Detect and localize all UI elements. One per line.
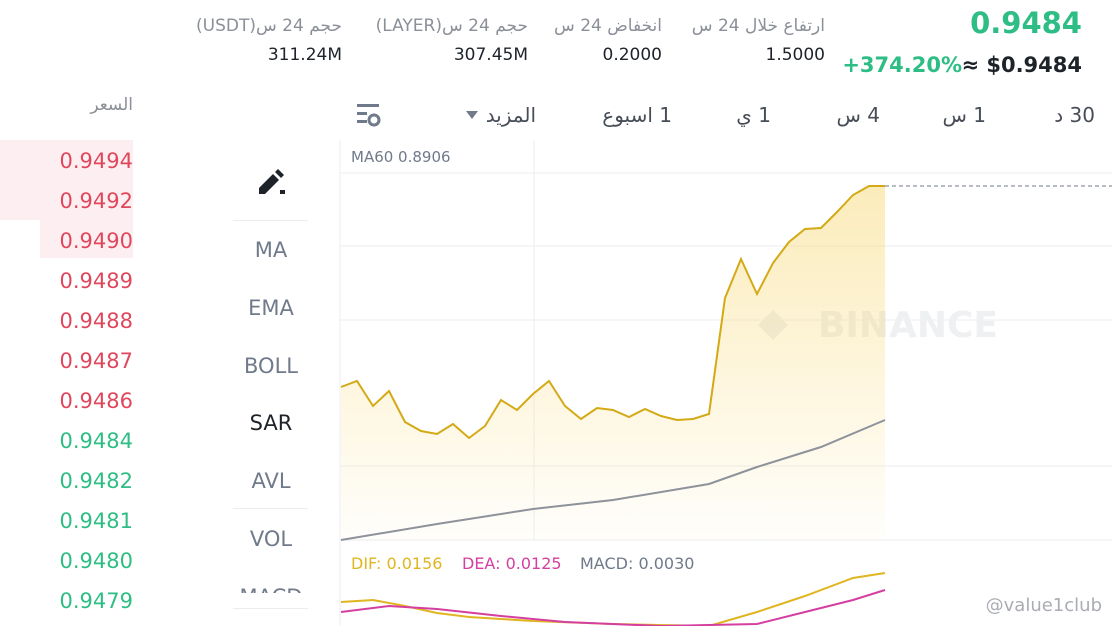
price-level: 0.9487	[59, 349, 133, 373]
watermark: BINANCE	[818, 305, 998, 346]
last-price: 0.9484	[970, 6, 1082, 40]
price-header: السعر	[90, 95, 133, 115]
indicator[interactable]: VOL	[249, 527, 293, 551]
dea-line	[340, 589, 886, 626]
indicator[interactable]: MA	[254, 238, 288, 262]
price-change: +374.20%	[842, 53, 962, 77]
price-level: 0.9494	[59, 149, 133, 173]
credit: @value1club	[986, 595, 1102, 616]
timeframe-tab[interactable]: 30 د	[1054, 103, 1095, 127]
dea-label: DEA: 0.0125	[462, 554, 562, 573]
usd-price: ≈ $0.9484	[961, 53, 1082, 77]
grid	[339, 140, 1112, 626]
price-level: 0.9479	[59, 589, 133, 613]
timeframe-tab[interactable]: 1 س	[942, 103, 986, 127]
dif-label: DIF: 0.0156	[351, 554, 442, 573]
stat-label: انخفاض 24 س	[554, 16, 662, 36]
stat-value: 1.5000	[765, 45, 825, 65]
stat-label: حجم 24 س(LAYER)	[375, 16, 528, 36]
price-area	[341, 186, 885, 540]
separator	[233, 508, 308, 509]
ma60-line	[340, 419, 886, 541]
price-level: 0.9480	[59, 549, 133, 573]
settings-icon[interactable]	[355, 102, 383, 130]
price-level: 0.9488	[59, 309, 133, 333]
stat-label: حجم 24 س(USDT)	[196, 16, 342, 36]
timeframe-tab[interactable]: 1 اسبوع	[602, 103, 672, 127]
timeframe-tab[interactable]: 1 ي	[736, 103, 771, 127]
separator	[233, 220, 308, 221]
price-level: 0.9482	[59, 469, 133, 493]
macd-label: MACD: 0.0030	[580, 554, 694, 573]
price-level: 0.9481	[59, 509, 133, 533]
indicator[interactable]: EMA	[248, 295, 294, 320]
separator	[233, 608, 308, 609]
price-line	[340, 185, 885, 440]
price-level: 0.9490	[59, 229, 133, 253]
depth-bar	[0, 140, 133, 220]
ma60-label: MA60 0.8906	[351, 148, 451, 166]
depth-bar	[40, 220, 133, 258]
more-caret	[466, 111, 478, 119]
watermark-logo	[758, 310, 788, 340]
dif-line	[340, 572, 886, 626]
indicator[interactable]: BOLL	[244, 353, 298, 378]
stat-value: 311.24M	[267, 45, 342, 65]
timeframe-tab[interactable]: المزيد	[485, 103, 536, 127]
stat-label: ارتفاع خلال 24 س	[691, 16, 825, 36]
price-level: 0.9484	[59, 429, 133, 453]
stat-value: 307.45M	[453, 45, 528, 65]
timeframe-tab[interactable]: 4 س	[836, 103, 880, 127]
stat-value: 0.2000	[602, 45, 662, 65]
price-level: 0.9489	[59, 269, 133, 293]
indicator[interactable]: SAR	[249, 411, 293, 436]
indicator[interactable]: AVL	[251, 469, 291, 494]
price-level: 0.9486	[59, 389, 133, 413]
price-level: 0.9492	[59, 189, 133, 213]
indicator[interactable]: MACD	[240, 585, 303, 593]
draw-icon[interactable]	[256, 166, 288, 196]
